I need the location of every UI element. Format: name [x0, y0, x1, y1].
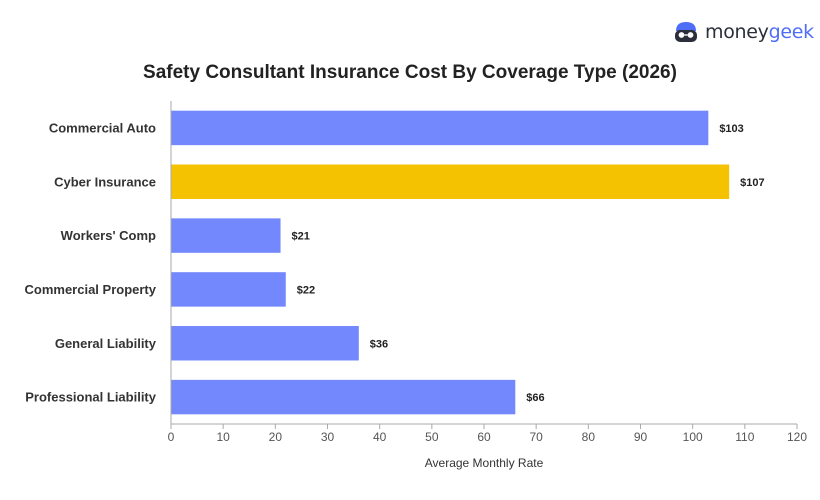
bar — [171, 326, 359, 361]
category-label: Commercial Auto — [49, 120, 156, 135]
brand-name-part2: geek — [768, 21, 815, 43]
x-tick-label: 120 — [787, 430, 807, 444]
data-label: $103 — [719, 123, 743, 135]
brand-name-part1: money — [705, 21, 769, 43]
x-tick-label: 70 — [529, 430, 543, 444]
bar — [171, 164, 730, 199]
x-tick-label: 0 — [168, 430, 175, 444]
brand-wordmark: moneygeek — [705, 21, 814, 43]
data-label: $21 — [292, 231, 310, 243]
geek-face-icon — [675, 22, 697, 42]
x-tick-label: 90 — [634, 430, 648, 444]
category-label: General Liability — [55, 336, 157, 351]
data-label: $22 — [297, 284, 315, 296]
x-tick-label: 40 — [373, 430, 387, 444]
data-label: $36 — [370, 338, 388, 350]
x-tick-label: 10 — [216, 430, 230, 444]
x-axis-title: Average Monthly Rate — [425, 456, 544, 470]
x-tick-label: 20 — [269, 430, 283, 444]
chart-title: Safety Consultant Insurance Cost By Cove… — [143, 62, 677, 83]
bar — [171, 110, 709, 146]
category-label: Professional Liability — [25, 390, 157, 405]
data-label: $107 — [740, 177, 764, 189]
data-label: $66 — [526, 392, 544, 404]
x-tick-label: 80 — [582, 430, 596, 444]
category-label: Cyber Insurance — [54, 174, 156, 189]
category-label: Commercial Property — [25, 282, 157, 297]
brand-logo: moneygeek — [673, 20, 814, 44]
x-tick-label: 60 — [477, 430, 491, 444]
bar — [171, 379, 516, 415]
x-tick-label: 30 — [321, 430, 335, 444]
bar — [171, 272, 286, 307]
x-tick-label: 50 — [425, 430, 439, 444]
x-tick-label: 100 — [683, 430, 703, 444]
bar — [171, 218, 281, 253]
category-label: Workers' Comp — [61, 228, 156, 243]
x-tick-label: 110 — [735, 430, 754, 444]
